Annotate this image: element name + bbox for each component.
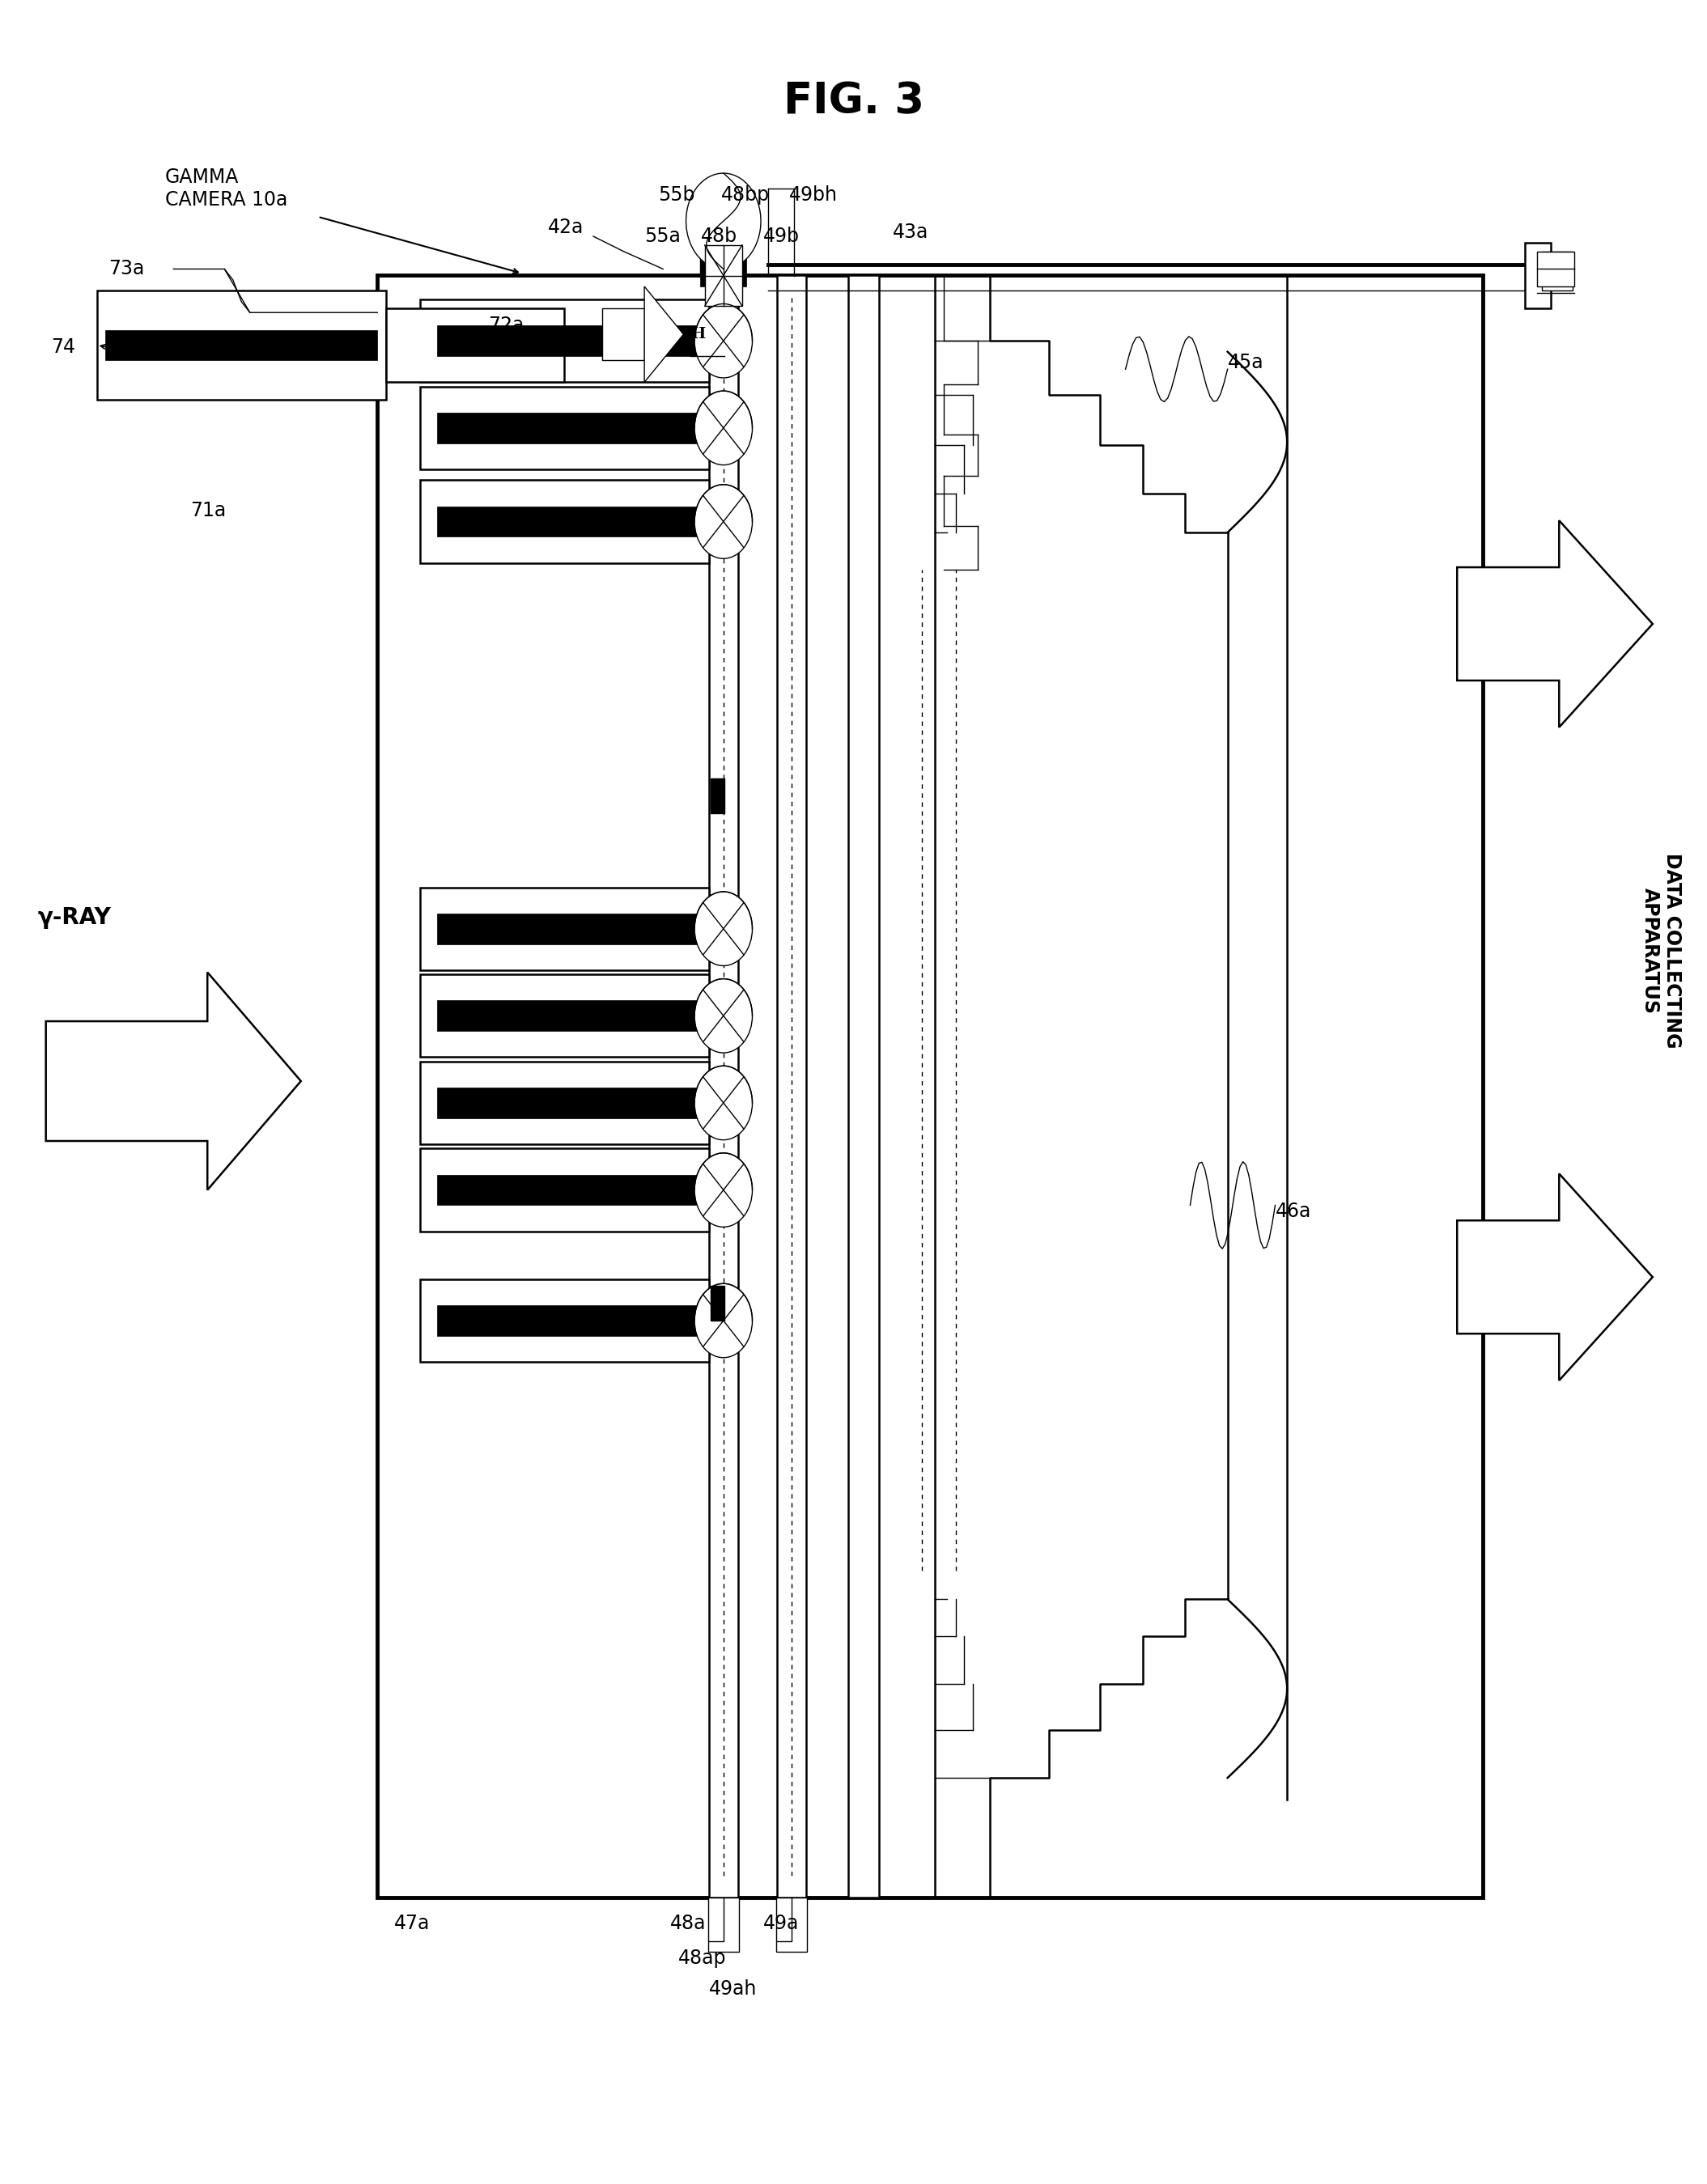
Bar [1536, 251, 1574, 286]
Circle shape [695, 891, 753, 965]
Polygon shape [46, 972, 300, 1190]
Bar [437, 913, 700, 943]
Bar [420, 1149, 708, 1232]
Circle shape [695, 304, 753, 378]
Text: 71a: 71a [191, 500, 227, 520]
Circle shape [695, 1153, 753, 1227]
Text: 49bh: 49bh [789, 186, 838, 205]
Text: 74: 74 [51, 339, 75, 358]
Circle shape [695, 1066, 753, 1140]
Text: 49b: 49b [763, 227, 801, 247]
Bar [777, 1898, 807, 1952]
Bar [437, 1175, 700, 1206]
Bar [437, 325, 700, 356]
Bar [377, 275, 1483, 1898]
Bar [420, 974, 708, 1057]
Text: 47a: 47a [394, 1913, 430, 1933]
Bar [386, 308, 565, 382]
Bar [708, 275, 737, 1898]
Bar [97, 290, 386, 400]
Bar [437, 1000, 700, 1031]
Text: 72a: 72a [488, 317, 524, 336]
Bar [420, 1280, 708, 1363]
Text: 55b: 55b [657, 186, 695, 205]
Text: FIG. 3: FIG. 3 [784, 81, 923, 122]
Bar [1524, 242, 1550, 308]
Bar [705, 245, 743, 306]
Text: GAMMA
CAMERA 10a: GAMMA CAMERA 10a [166, 168, 287, 210]
Bar [437, 1306, 700, 1337]
Circle shape [695, 978, 753, 1053]
Bar [106, 330, 377, 360]
Polygon shape [644, 286, 683, 382]
Bar [777, 275, 806, 1898]
Bar [700, 238, 746, 286]
Text: γ-RAY: γ-RAY [38, 906, 111, 928]
Text: 49ah: 49ah [708, 1979, 756, 1998]
Text: 48ap: 48ap [678, 1948, 727, 1968]
Circle shape [686, 173, 761, 269]
Text: 49a: 49a [763, 1913, 799, 1933]
Polygon shape [1458, 1173, 1652, 1380]
Text: 55a: 55a [644, 227, 681, 247]
Bar [420, 480, 708, 563]
Text: 46a: 46a [1275, 1201, 1311, 1221]
Bar [848, 275, 879, 1898]
Text: 42a: 42a [548, 218, 584, 238]
Text: 48bp: 48bp [720, 186, 770, 205]
Bar [437, 507, 700, 537]
Circle shape [695, 1284, 753, 1358]
Bar [420, 387, 708, 470]
Circle shape [695, 391, 753, 465]
Bar [420, 1061, 708, 1144]
Bar [710, 1286, 724, 1321]
Circle shape [695, 485, 753, 559]
Bar [437, 1088, 700, 1118]
Text: 48b: 48b [700, 227, 737, 247]
Bar [710, 778, 724, 812]
Bar [420, 299, 708, 382]
Text: 73a: 73a [109, 260, 145, 280]
Text: 45a: 45a [1227, 354, 1263, 371]
Bar [603, 308, 644, 360]
Text: DATA COLLECTING
APPARATUS: DATA COLLECTING APPARATUS [1640, 852, 1681, 1048]
Text: 48a: 48a [669, 1913, 707, 1933]
Text: 43a: 43a [893, 223, 929, 242]
Bar [437, 413, 700, 443]
Bar [1541, 251, 1572, 290]
Bar [420, 887, 708, 970]
Polygon shape [1458, 520, 1652, 727]
Text: H: H [690, 328, 705, 341]
Bar [708, 1898, 739, 1952]
